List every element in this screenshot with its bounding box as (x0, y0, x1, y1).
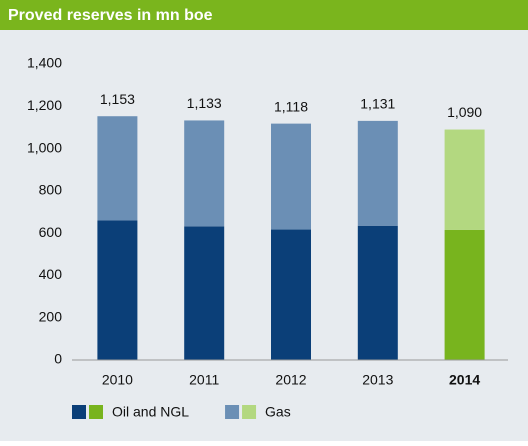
y-tick-label: 800 (39, 182, 63, 198)
total-label: 1,153 (100, 91, 135, 107)
total-label: 1,131 (360, 96, 395, 112)
total-label: 1,118 (274, 98, 308, 114)
legend-label: Oil and NGL (112, 404, 189, 420)
legend-label: Gas (265, 404, 291, 420)
bar-segment (444, 129, 485, 230)
y-tick-label: 1,200 (27, 97, 62, 113)
x-tick-label: 2014 (449, 372, 480, 388)
bar-segment (271, 123, 311, 230)
bar-segment (357, 225, 398, 360)
y-tick-label: 400 (39, 266, 63, 282)
y-tick-label: 1,400 (27, 55, 62, 71)
total-label: 1,090 (447, 104, 482, 120)
x-tick-label: 2012 (275, 372, 306, 388)
x-tick-label: 2011 (189, 372, 219, 388)
bar-segment (184, 226, 225, 360)
legend-swatch (225, 405, 240, 419)
x-tick-label: 2010 (102, 372, 133, 388)
legend-swatch (72, 405, 86, 419)
bar-segment (184, 120, 225, 227)
y-tick-label: 200 (39, 308, 63, 324)
header-bar (0, 0, 528, 30)
bar-segment (97, 220, 138, 360)
bar-segment (357, 120, 398, 226)
x-tick-label: 2013 (362, 372, 393, 388)
y-tick-label: 600 (39, 224, 63, 240)
y-tick-label: 1,000 (27, 139, 62, 155)
bar-segment (444, 229, 485, 360)
total-label: 1,133 (187, 95, 222, 111)
chart-title: Proved reserves in mn boe (8, 7, 213, 24)
bar-segment (271, 229, 311, 360)
legend-swatch (89, 405, 103, 419)
bar-segment (97, 116, 138, 221)
legend-swatch (242, 405, 257, 419)
y-tick-label: 0 (54, 351, 62, 367)
